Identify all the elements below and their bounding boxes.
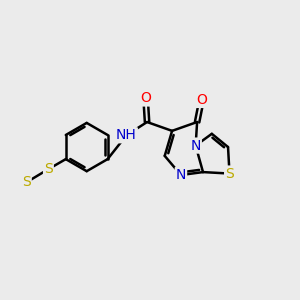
Text: N: N bbox=[176, 168, 186, 182]
Text: S: S bbox=[22, 176, 31, 189]
Text: S: S bbox=[225, 167, 234, 181]
Text: O: O bbox=[140, 92, 151, 106]
Text: N: N bbox=[190, 139, 201, 153]
Text: O: O bbox=[196, 93, 207, 107]
Text: S: S bbox=[44, 162, 53, 176]
Text: NH: NH bbox=[116, 128, 137, 142]
